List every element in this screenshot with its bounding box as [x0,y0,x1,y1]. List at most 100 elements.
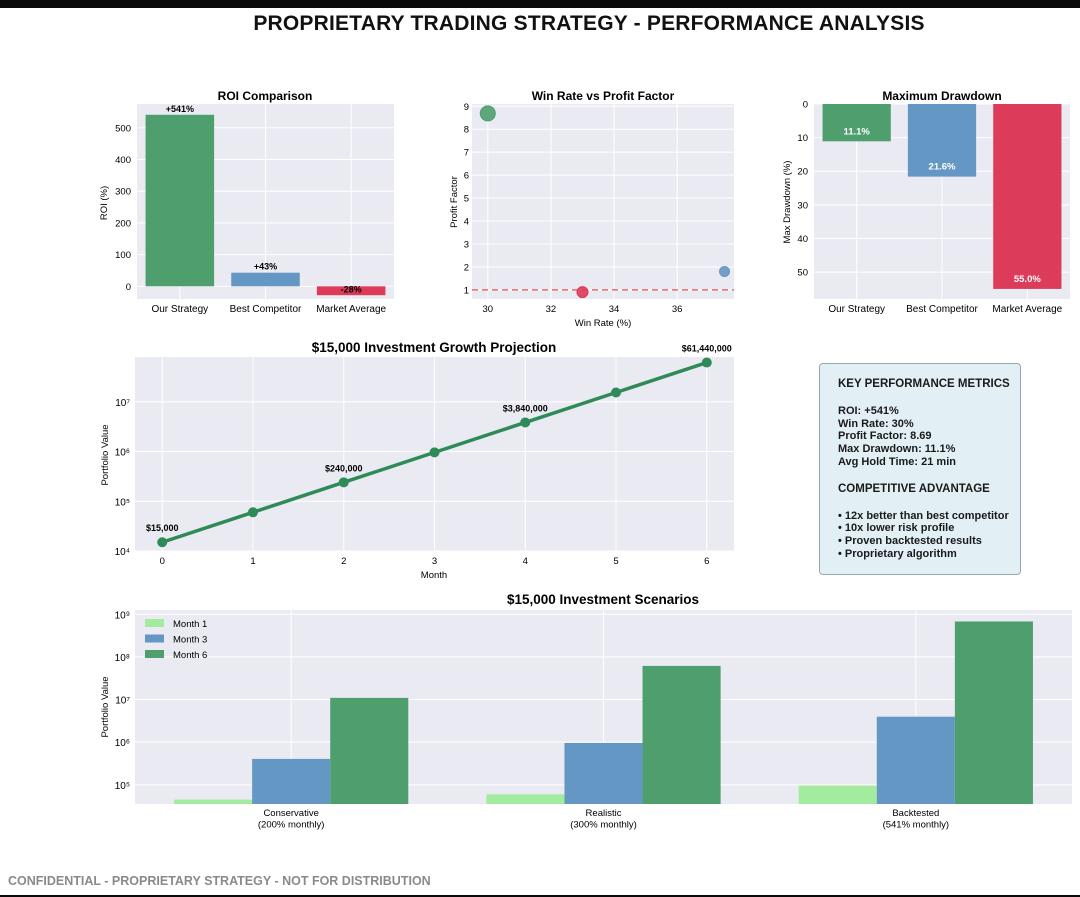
scatter-x-axis-label: Win Rate (%) [575,318,631,329]
drawdown-chart: Maximum Drawdown Max Drawdown (%) 0 10 20 3… [782,89,1070,315]
growth-x-tick-label: 2 [341,556,346,567]
page-title: PROPRIETARY TRADING STRATEGY - PERFORMAN… [253,12,925,35]
growth-point [338,477,349,488]
top-border [0,0,1080,8]
roi-y-tick-label: 300 [115,187,131,198]
scatter-y-tick-label: 7 [464,148,469,159]
scatter-x-tick-label: 34 [609,304,620,315]
scatter-y-tick-label: 2 [464,262,469,273]
growth-point [247,507,258,518]
roi-bar [231,272,300,287]
drawdown-bar-label: 11.1% [843,126,870,137]
scenarios-chart-title: $15,000 Investment Scenarios [507,592,699,607]
advantage-item: • Proven backtested results [838,535,982,548]
scatter-point [719,265,731,277]
kpi-metric-item: ROI: +541% [838,404,899,417]
roi-chart: ROI Comparison ROI (%) 0 100 200 300 400 500 +… [99,89,394,315]
scenarios-y-tick-label: 10⁷ [115,696,130,707]
growth-y-tick-label: 10⁷ [115,398,130,409]
kpi-metric-item: Avg Hold Time: 21 min [838,455,956,468]
roi-y-tick-label: 200 [115,218,131,229]
roi-y-tick-label: 0 [126,282,131,293]
advantage-item: • 10x lower risk profile [838,522,955,535]
advantage-heading: COMPETITIVE ADVANTAGE [838,482,990,495]
drawdown-x-tick-label: Our Strategy [828,304,885,315]
drawdown-y-tick-label: 20 [797,167,808,178]
scenarios-bar [564,742,643,804]
scatter-y-tick-label: 6 [464,171,469,182]
scatter-x-tick-label: 30 [482,304,493,315]
scenarios-bar-chart: $15,000 Investment Scenarios Portfolio V… [100,592,1072,831]
scenarios-y-tick-label: 10⁹ [115,610,130,621]
legend-swatch [145,650,164,658]
scenarios-x-tick-label: Realistic (300% monthly) [570,808,637,831]
scenarios-y-tick-label: 10⁶ [115,738,130,749]
scatter-y-tick-label: 4 [464,217,469,228]
drawdown-x-tick-label: Market Average [992,304,1062,315]
growth-point [429,447,440,458]
scatter-plot-area [472,104,734,299]
drawdown-y-tick-label: 40 [797,234,808,245]
drawdown-bar-label: 55.0% [1014,274,1041,285]
kpi-panel: KEY PERFORMANCE METRICS ROI: +541% Win R… [819,363,1021,575]
growth-x-tick-label: 1 [250,556,255,567]
roi-x-tick-label: Market Average [316,304,386,315]
growth-point [157,537,168,548]
scenarios-bar [252,758,331,804]
bottom-border [0,895,1080,897]
scatter-y-tick-label: 5 [464,194,469,205]
scenarios-bar [330,697,409,804]
drawdown-bar [907,104,977,177]
confidential-footer: CONFIDENTIAL - PROPRIETARY STRATEGY - NO… [8,874,431,888]
kpi-metric-item: Max Drawdown: 11.1% [838,443,956,456]
drawdown-y-axis-label: Max Drawdown (%) [782,161,793,244]
growth-y-tick-label: 10⁴ [115,547,130,558]
scenarios-y-tick-label: 10⁵ [115,781,130,792]
scatter-point [479,105,496,122]
growth-point [701,357,712,368]
scenarios-bar [174,799,253,804]
legend-swatch [145,634,164,643]
growth-annotation: $61,440,000 [682,344,732,354]
scenarios-y-tick-label: 10⁸ [115,653,130,664]
scenarios-bar [954,621,1033,804]
roi-bar [316,286,386,296]
scenarios-legend: Month 1 Month 3 Month 6 [145,619,207,661]
scenarios-x-tick-label: Backtested (541% monthly) [883,808,950,831]
drawdown-y-tick-label: 30 [797,200,808,211]
drawdown-y-tick-label: 10 [797,133,808,144]
growth-y-axis-label: Portfolio Value [100,424,111,485]
growth-x-axis-label: Month [421,570,447,581]
winrate-scatter-chart: Win Rate vs Profit Factor Win Rate (%) P… [449,89,734,329]
drawdown-x-tick-label: Best Competitor [906,304,978,315]
roi-bar-label: -28% [341,284,362,294]
growth-point [611,387,622,398]
roi-y-tick-label: 500 [115,123,131,134]
roi-y-axis-label: ROI (%) [99,186,110,220]
roi-x-tick-label: Our Strategy [151,304,208,315]
scenarios-bar [876,716,955,804]
kpi-metric-item: Profit Factor: 8.69 [838,430,932,443]
drawdown-y-tick-label: 0 [803,100,808,111]
drawdown-y-tick-label: 50 [797,268,808,279]
scenarios-bar [642,665,721,804]
growth-annotation: $240,000 [325,463,363,473]
advantage-item: • 12x better than best competitor [838,509,1009,522]
growth-y-tick-label: 10⁵ [115,497,130,508]
kpi-metric-item: Win Rate: 30% [838,417,914,430]
growth-x-tick-label: 6 [704,556,709,567]
roi-bar-label: +541% [166,104,194,114]
scatter-y-axis-label: Profit Factor [449,176,460,228]
drawdown-bar [993,104,1062,289]
growth-line-chart: $15,000 Investment Growth Projection Mon… [100,340,734,581]
growth-annotation: $3,840,000 [503,403,548,413]
growth-y-tick-label: 10⁶ [115,448,130,459]
scatter-y-tick-label: 3 [464,239,469,250]
roi-bar [145,114,215,287]
growth-chart-title: $15,000 Investment Growth Projection [312,340,557,355]
scenarios-y-axis-label: Portfolio Value [100,676,111,737]
drawdown-chart-title: Maximum Drawdown [882,89,1001,103]
scatter-x-tick-label: 32 [546,304,557,315]
drawdown-bar [822,104,891,142]
